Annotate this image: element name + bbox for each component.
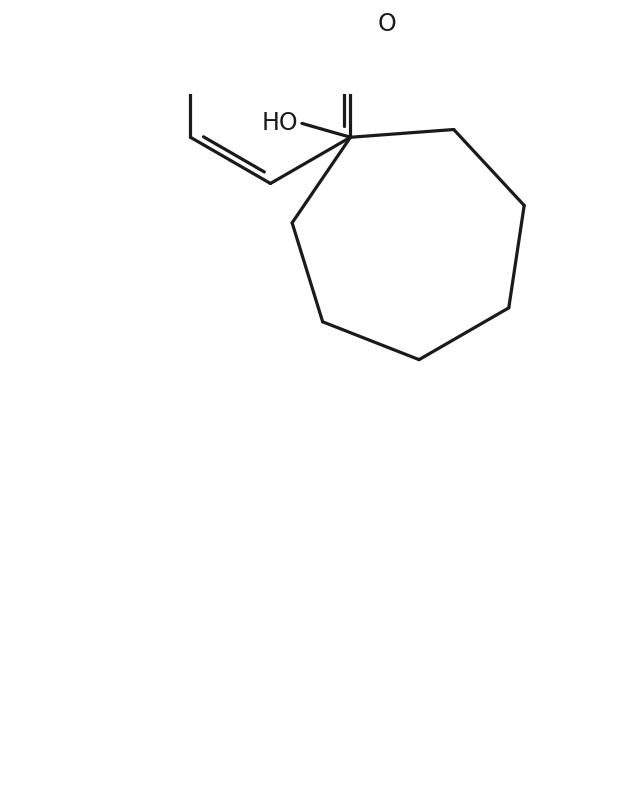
Text: O: O (378, 12, 397, 35)
Text: HO: HO (262, 112, 298, 135)
